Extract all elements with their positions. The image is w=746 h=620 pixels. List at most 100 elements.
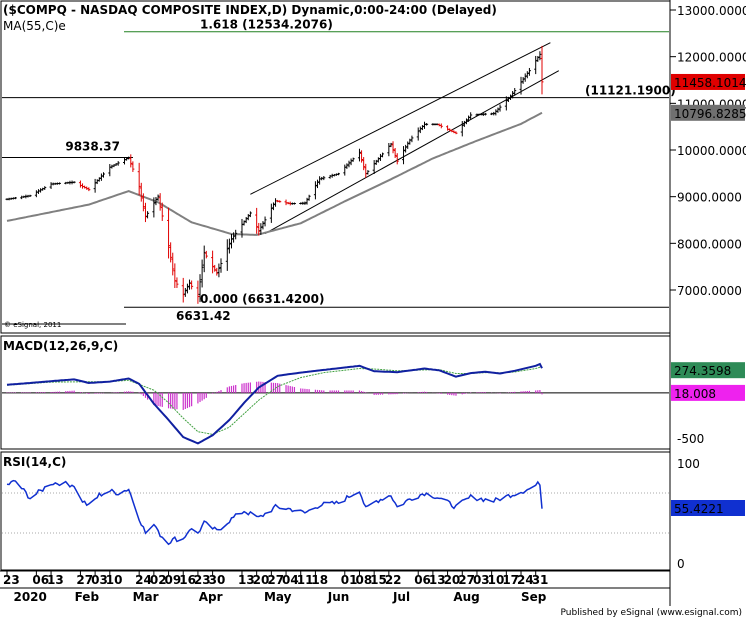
price-bar <box>154 197 158 206</box>
price-bar <box>303 201 307 205</box>
price-bar <box>261 221 265 230</box>
x-tick-label: 15 <box>370 573 387 587</box>
price-bar <box>404 144 408 153</box>
price-bar <box>143 202 147 223</box>
price-bar <box>28 194 32 197</box>
x-tick-label: 31 <box>532 573 549 587</box>
price-y-tick-label: 13000.0000 <box>677 4 746 18</box>
price-bar <box>141 193 145 212</box>
price-bar <box>127 156 131 160</box>
price-bar <box>198 274 202 303</box>
price-bar <box>185 283 189 294</box>
rsi-value-tag-text: 55.4221 <box>674 502 724 516</box>
x-tick-label: 06 <box>414 573 431 587</box>
fib-0-label: 0.000 (6631.4200) <box>200 292 324 306</box>
price-y-tick-label: 8000.0000 <box>677 237 742 251</box>
rsi-y-tick-label: 0 <box>677 557 685 571</box>
price-bar <box>43 186 47 190</box>
x-tick-label: 18 <box>311 573 328 587</box>
ma-legend-label: MA(55,C)e <box>3 19 66 33</box>
price-bar <box>292 202 296 205</box>
price-bar <box>357 148 361 162</box>
price-bar <box>213 264 217 272</box>
price-bar <box>406 141 410 149</box>
x-tick-label: 03 <box>473 573 490 587</box>
price-y-tick-label: 12000.0000 <box>677 51 746 65</box>
price-plot-layer: 9838.37 0.000 (6631.4200) 6631.42 1.618 (12… <box>2 18 676 325</box>
price-bar <box>439 123 443 129</box>
macd-signal-line <box>6 366 543 435</box>
x-tick-label: 20 <box>253 573 270 587</box>
price-bar <box>225 239 229 271</box>
price-bar <box>362 157 366 171</box>
rsi-value-tag: 55.4221 <box>671 500 745 516</box>
macd-value-tag-text: 274.3598 <box>674 364 731 378</box>
price-bar <box>188 279 192 290</box>
x-tick-label: 23 <box>194 573 211 587</box>
macd-panel-title: MACD(12,26,9,C) <box>3 339 118 353</box>
price-bar <box>217 263 221 278</box>
month-label: May <box>264 590 292 604</box>
x-tick-label: 30 <box>209 573 226 587</box>
price-bar <box>278 200 282 203</box>
chart-title: ($COMPQ - NASDAQ COMPOSITE INDEX,D) Dyna… <box>3 3 497 17</box>
price-bar <box>322 175 326 181</box>
price-bar <box>219 258 223 273</box>
esignal-watermark: © eSignal, 2011 <box>4 321 61 329</box>
publisher-credit: Published by eSignal (www.esignal.com) <box>560 608 742 618</box>
month-label: Mar <box>133 590 159 604</box>
price-bar <box>393 147 397 159</box>
price-bar <box>255 207 259 234</box>
x-tick-label: 23 <box>3 573 20 587</box>
price-bar <box>57 182 61 185</box>
macd-y-tick-label: -500 <box>677 432 704 446</box>
x-tick-label: 16 <box>179 573 196 587</box>
x-tick-label: 27 <box>76 573 93 587</box>
price-y-tick-label: 10000.0000 <box>677 144 746 158</box>
price-bar <box>139 182 143 202</box>
price-bar <box>271 202 275 211</box>
price-bar <box>13 196 17 200</box>
price-y-tick-label: 9000.0000 <box>677 191 742 205</box>
x-tick-label: 24 <box>517 573 534 587</box>
price-bar <box>204 250 208 259</box>
price-bar <box>196 280 200 304</box>
rsi-value-tag-bg <box>671 500 745 516</box>
price-bar <box>513 88 517 96</box>
price-bar <box>167 207 171 259</box>
histogram-value-tag-bg <box>671 384 745 401</box>
price-panel-frame <box>0 0 671 334</box>
price-bar <box>87 187 91 192</box>
month-label: Sep <box>521 590 547 604</box>
price-bar <box>410 135 414 143</box>
ma-value-tag: 10796.8285 <box>671 104 746 121</box>
channel-upper-line <box>250 42 551 195</box>
price-bar <box>129 154 133 168</box>
x-tick-label: 06 <box>32 573 49 587</box>
price-bar <box>313 181 317 200</box>
price-bar <box>269 203 273 223</box>
x-tick-label: 27 <box>267 573 284 587</box>
price-bar <box>366 170 370 175</box>
price-bar <box>227 238 231 254</box>
histogram-value-tag-text: 18.008 <box>674 387 716 401</box>
month-label: Jun <box>327 590 350 604</box>
price-bar <box>190 280 194 290</box>
price-bar <box>116 161 120 166</box>
price-bar <box>215 267 219 276</box>
price-bar <box>211 250 215 274</box>
price-bar <box>200 259 204 288</box>
price-bar <box>307 194 311 201</box>
price-bar <box>336 172 340 176</box>
price-bar <box>181 277 185 303</box>
x-tick-label: 10 <box>488 573 505 587</box>
price-bar <box>483 112 487 116</box>
price-bar <box>137 162 141 196</box>
x-tick-label: 20 <box>444 573 461 587</box>
rsi-plot-layer <box>2 479 669 546</box>
price-bar <box>540 45 544 95</box>
x-tick-label: 13 <box>47 573 64 587</box>
price-bar <box>160 202 164 221</box>
last-price-tag-text: 11458.1014 <box>674 76 746 90</box>
price-bar <box>454 131 458 135</box>
